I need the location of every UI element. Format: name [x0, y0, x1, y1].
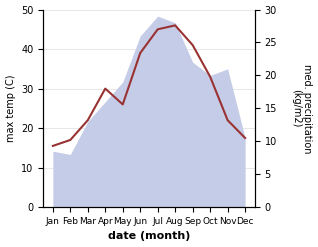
X-axis label: date (month): date (month): [108, 231, 190, 242]
Y-axis label: med. precipitation
(kg/m2): med. precipitation (kg/m2): [291, 64, 313, 153]
Y-axis label: max temp (C): max temp (C): [5, 75, 16, 142]
